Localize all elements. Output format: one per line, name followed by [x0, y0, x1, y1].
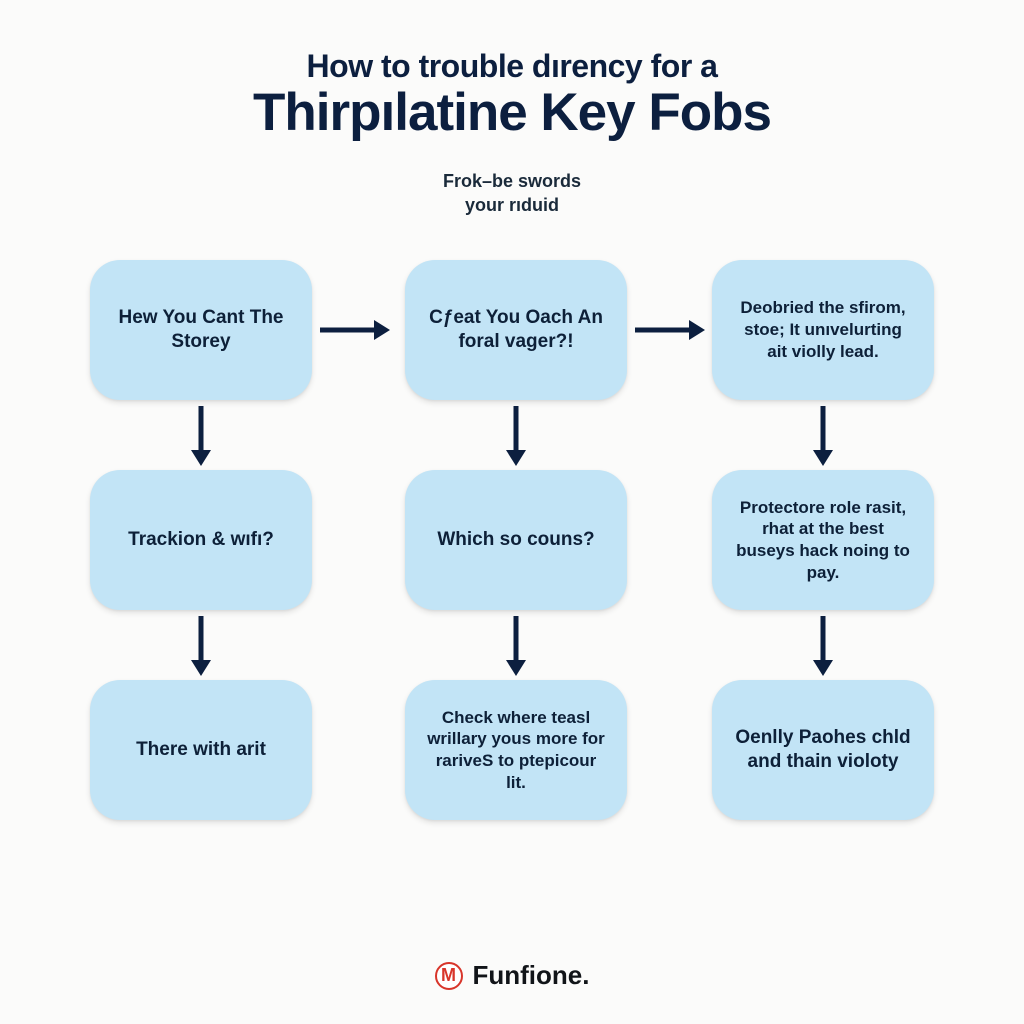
- flow-node: Deobried the sfirom, stoe; It unıvelurti…: [712, 260, 934, 400]
- subtitle-line-1: Frok–be swords: [443, 171, 581, 191]
- infographic-canvas: How to trouble dırency for a Thirpılatin…: [0, 0, 1024, 1024]
- flow-node: Protectore role rasit, rhat at the best …: [712, 470, 934, 610]
- flow-node: Hew You Cant The Storey: [90, 260, 312, 400]
- flow-arrow: [504, 616, 528, 676]
- flow-arrow: [811, 406, 835, 466]
- flow-node: Check where teasl wrillary yous more for…: [405, 680, 627, 820]
- footer: M Funfione.: [0, 960, 1024, 991]
- title-block: How to trouble dırency for a Thirpılatin…: [0, 0, 1024, 141]
- flow-arrow: [320, 318, 390, 342]
- flow-node: There with arit: [90, 680, 312, 820]
- title-line-2: Thirpılatine Key Fobs: [0, 85, 1024, 141]
- brand-logo-icon: M: [435, 962, 463, 990]
- flow-arrow: [189, 406, 213, 466]
- flow-node: Oenlly Paohes chld and thain violoty: [712, 680, 934, 820]
- flow-node: Which so couns?: [405, 470, 627, 610]
- title-line-1: How to trouble dırency for a: [0, 48, 1024, 85]
- flow-arrow: [189, 616, 213, 676]
- flow-node: Trackion & wıfı?: [90, 470, 312, 610]
- brand-name: Funfione.: [473, 960, 590, 991]
- brand-logo-letter: M: [441, 965, 456, 986]
- flow-node: Cƒeat You Oach An foral vager?!: [405, 260, 627, 400]
- flow-arrow: [635, 318, 705, 342]
- flow-arrow: [504, 406, 528, 466]
- flow-arrow: [811, 616, 835, 676]
- subtitle-line-2: your rıduid: [465, 195, 559, 215]
- subtitle: Frok–be swords your rıduid: [0, 169, 1024, 218]
